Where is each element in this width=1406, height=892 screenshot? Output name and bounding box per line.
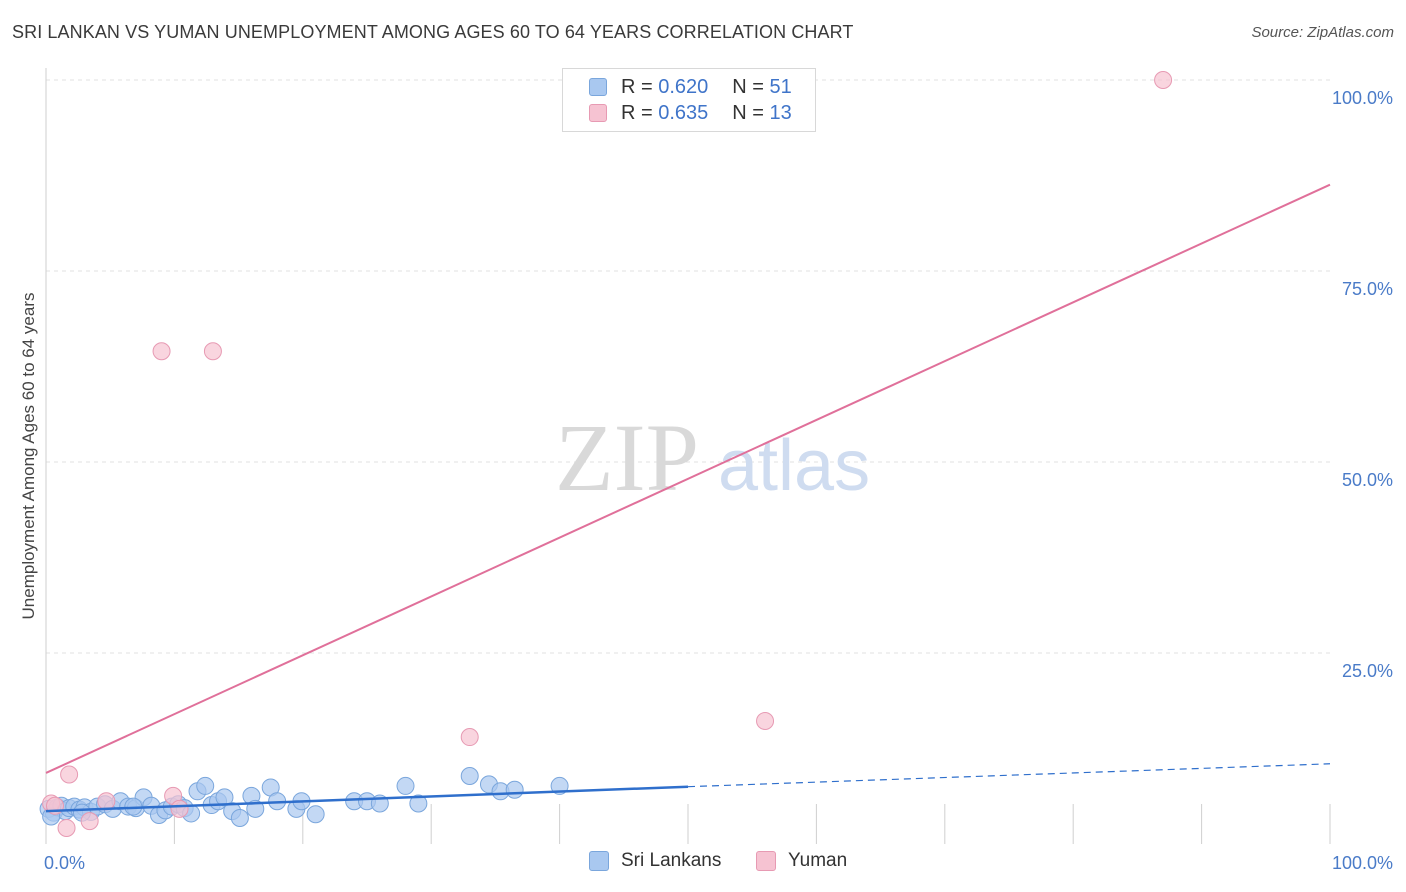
legend-n-value: 51 — [769, 75, 792, 98]
legend-n-label: N = — [732, 101, 764, 124]
legend-r-label: R = — [621, 75, 653, 98]
point-sri-lankans — [460, 767, 479, 786]
grid — [46, 79, 1330, 654]
y-tick-label: 50.0% — [1342, 470, 1393, 490]
source-credit: Source: ZipAtlas.com — [1251, 24, 1394, 41]
axes — [45, 68, 1331, 844]
chart-title: SRI LANKAN VS YUMAN UNEMPLOYMENT AMONG A… — [12, 22, 854, 42]
point-yuman — [152, 342, 171, 361]
legend-row-yuman: R = 0.635 N = 13 — [563, 100, 792, 126]
series-name: Yuman — [788, 850, 848, 871]
legend-row-sri-lankans: R = 0.620 N = 51 — [563, 74, 792, 100]
point-sri-lankans — [196, 776, 215, 795]
point-yuman — [460, 728, 479, 747]
point-sri-lankans — [230, 809, 249, 828]
point-yuman — [170, 799, 189, 818]
legend-stats: R = 0.620 N = 51 R = 0.635 N = 13 — [562, 68, 816, 132]
point-yuman — [1154, 71, 1173, 89]
y-axis-title: Unemployment Among Ages 60 to 64 years — [19, 293, 38, 620]
point-sri-lankans — [306, 805, 325, 824]
watermark-atlas: atlas — [718, 426, 870, 506]
legend-r-value: 0.620 — [658, 75, 709, 98]
point-sri-lankans — [396, 776, 415, 795]
point-sri-lankans — [505, 780, 524, 799]
y-tick-label: 25.0% — [1342, 661, 1393, 681]
point-sri-lankans — [215, 788, 234, 807]
legend-r-label: R = — [621, 101, 653, 124]
watermark: ZIP atlas — [555, 404, 870, 511]
point-yuman — [203, 342, 222, 361]
y-tick-label: 100.0% — [1332, 88, 1393, 108]
point-yuman — [97, 792, 116, 811]
point-yuman — [756, 711, 775, 730]
point-sri-lankans — [409, 794, 428, 813]
series-swatch-sri-lankans — [589, 851, 609, 871]
trend-line-yuman — [45, 183, 1331, 774]
y-tick-label: 75.0% — [1342, 279, 1393, 299]
point-sri-lankans — [246, 799, 265, 818]
legend-n-label: N = — [732, 75, 764, 98]
point-yuman — [80, 812, 99, 831]
legend-n-value: 13 — [769, 101, 792, 124]
x-tick-label: 0.0% — [44, 853, 85, 873]
legend-swatch-yuman — [589, 104, 607, 122]
trend-line-sri-lankans — [45, 785, 689, 813]
series-legend-yuman[interactable]: Yuman — [756, 850, 847, 872]
point-yuman — [60, 765, 79, 784]
watermark-zip: ZIP — [555, 404, 699, 511]
axis-labels: 25.0% 50.0% 75.0% 100.0% 0.0% 100.0% Unemploym… — [19, 88, 1393, 873]
point-yuman — [57, 818, 76, 837]
trend-lines — [45, 183, 1331, 813]
trend-line-sri-lankans-extrapolated — [687, 763, 1331, 788]
legend-r-value: 0.635 — [658, 101, 709, 124]
series-legend: Sri Lankans Yuman — [0, 850, 1406, 878]
series-name: Sri Lankans — [621, 850, 722, 871]
legend-swatch-sri-lankans — [589, 78, 607, 96]
x-tick-label: 100.0% — [1332, 853, 1393, 873]
series-swatch-yuman — [756, 851, 776, 871]
series-legend-sri-lankans[interactable]: Sri Lankans — [589, 850, 721, 872]
